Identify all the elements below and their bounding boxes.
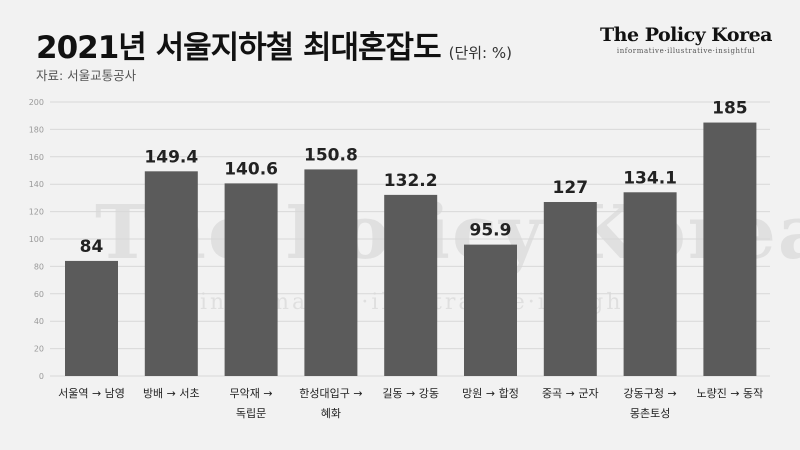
category-label: 중곡 → 군자 <box>542 387 599 400</box>
bar <box>304 169 358 376</box>
y-tick-label: 120 <box>29 208 44 217</box>
category-label: 독립문 <box>236 407 266 420</box>
category-label: 한성대입구 → <box>299 387 362 400</box>
value-label: 127 <box>553 178 589 198</box>
category-label: 서울역 → 남영 <box>58 387 125 400</box>
bar <box>65 260 118 376</box>
brand-logo: The Policy Korea informative·illustrativ… <box>600 24 772 55</box>
category-label: 무악재 → <box>230 387 273 400</box>
y-tick-label: 60 <box>34 290 44 299</box>
y-tick-label: 80 <box>34 262 44 271</box>
value-label: 150.8 <box>304 145 358 165</box>
y-tick-label: 180 <box>29 125 44 134</box>
value-label: 132.2 <box>384 171 438 191</box>
y-tick-label: 20 <box>34 345 44 354</box>
category-label: 강동구청 → <box>623 387 676 400</box>
y-tick-label: 100 <box>29 235 44 244</box>
y-tick-label: 160 <box>29 153 44 162</box>
y-tick-label: 200 <box>29 98 44 107</box>
brand-name: The Policy Korea <box>600 24 772 46</box>
unit-label: (단위: %) <box>448 44 512 62</box>
y-tick-label: 140 <box>29 180 44 189</box>
bars <box>65 122 757 376</box>
source-note: 자료: 서울교통공사 <box>36 68 137 83</box>
y-tick-label: 0 <box>39 372 44 381</box>
category-label: 방배 → 서초 <box>143 387 200 400</box>
category-label: 망원 → 합정 <box>462 387 519 400</box>
chart-title: 2021년 서울지하철 최대혼잡도 <box>36 30 442 66</box>
value-label: 140.6 <box>224 159 278 179</box>
bar <box>384 194 438 376</box>
y-tick-label: 40 <box>34 317 44 326</box>
value-label: 149.4 <box>144 147 198 167</box>
bar <box>464 244 517 376</box>
category-label: 몽촌토성 <box>630 407 670 420</box>
bar <box>623 192 677 376</box>
category-label: 노량진 → 동작 <box>696 387 763 400</box>
bar <box>543 202 597 376</box>
value-label: 134.1 <box>623 168 677 188</box>
category-label: 혜화 <box>321 407 341 420</box>
value-labels: 84 149.4 140.6 150.8 132.2 95.9 127 134.1 185 <box>80 99 748 257</box>
bar <box>144 171 198 376</box>
category-labels: 서울역 → 남영 방배 → 서초 무악재 → 독립문 한성대입구 → 혜화 길동 → 강동 망… <box>58 387 763 420</box>
category-label: 길동 → 강동 <box>382 387 439 400</box>
bar <box>703 122 757 376</box>
brand-tagline: informative·illustrative·insightful <box>616 47 756 55</box>
y-axis-ticks: 0 20 40 60 80 100 120 140 160 180 200 <box>29 98 44 381</box>
title-area: 2021년 서울지하철 최대혼잡도 (단위: %) <box>36 22 512 67</box>
value-label: 185 <box>712 99 748 119</box>
bar <box>224 183 278 376</box>
value-label: 84 <box>80 237 104 257</box>
value-label: 95.9 <box>470 221 512 241</box>
